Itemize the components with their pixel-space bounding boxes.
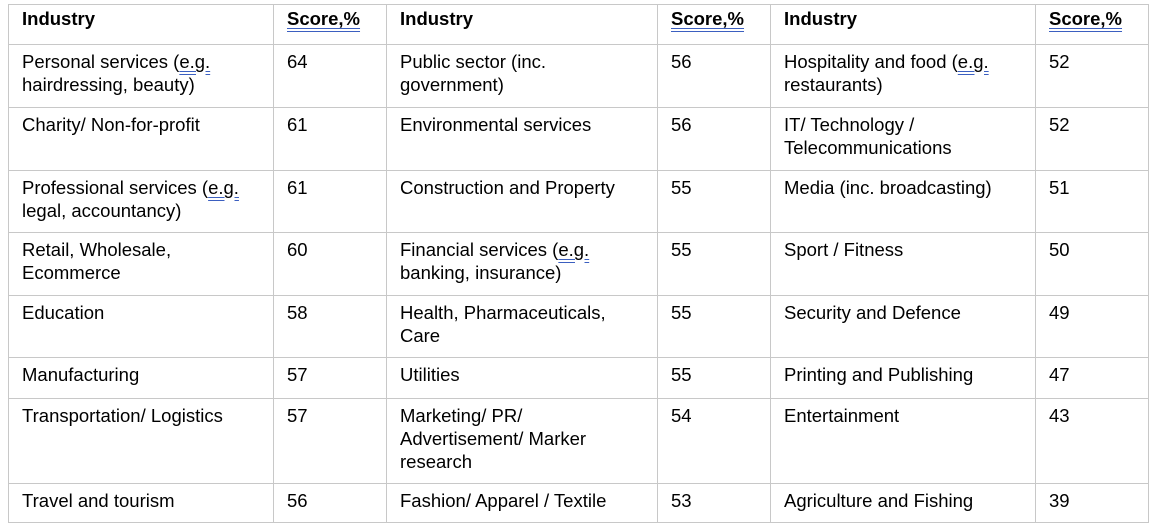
industry-text-pre: Marketing/ PR/ Advertisement/ Marker res… bbox=[400, 405, 587, 472]
score-cell: 55 bbox=[657, 357, 771, 399]
industry-cell: Transportation/ Logistics bbox=[8, 398, 274, 484]
score-cell: 56 bbox=[657, 44, 771, 108]
industry-text-post: banking, insurance) bbox=[400, 262, 562, 283]
industry-text-pre: Entertainment bbox=[784, 405, 900, 426]
industry-cell: Construction and Property bbox=[386, 170, 658, 233]
score-cell: 50 bbox=[1035, 232, 1149, 296]
industry-cell: Financial services (e.g. banking, insura… bbox=[386, 232, 658, 296]
score-cell: 43 bbox=[1035, 398, 1149, 484]
table-row: Manufacturing 57 Utilities 55 Printing and P… bbox=[8, 357, 1149, 399]
industry-cell: Public sector (inc. government) bbox=[386, 44, 658, 108]
industry-text-pre: Security and Defence bbox=[784, 302, 961, 323]
industry-text-pre: Media (inc. broadcasting) bbox=[784, 177, 992, 198]
industry-text-post: hairdressing, beauty) bbox=[22, 74, 195, 95]
industry-cell: Professional services (e.g. legal, accou… bbox=[8, 170, 274, 233]
industry-text-pre: Printing and Publishing bbox=[784, 364, 974, 385]
table-row: Travel and tourism 56 Fashion/ Apparel / T… bbox=[8, 483, 1149, 523]
industry-text-sp: e.g. bbox=[957, 51, 989, 72]
header-industry: Industry bbox=[8, 4, 274, 45]
industry-text-pre: Charity/ Non-for-profit bbox=[22, 114, 200, 135]
header-industry: Industry bbox=[386, 4, 658, 45]
score-cell: 64 bbox=[273, 44, 387, 108]
industry-cell: Entertainment bbox=[770, 398, 1036, 484]
table-row: Transportation/ Logistics 57 Marketing/ PR… bbox=[8, 398, 1149, 484]
industry-cell: Agriculture and Fishing bbox=[770, 483, 1036, 523]
industry-text-pre: Sport / Fitness bbox=[784, 239, 904, 260]
score-cell: 47 bbox=[1035, 357, 1149, 399]
score-cell: 60 bbox=[273, 232, 387, 296]
industry-text-sp: e.g. bbox=[558, 239, 590, 260]
header-industry: Industry bbox=[770, 4, 1036, 45]
score-cell: 51 bbox=[1035, 170, 1149, 233]
industry-text-pre: Retail, Wholesale, Ecommerce bbox=[22, 239, 172, 283]
header-score: Score,% bbox=[657, 4, 771, 45]
score-cell: 52 bbox=[1035, 44, 1149, 108]
score-cell: 55 bbox=[657, 232, 771, 296]
industry-text-pre: Utilities bbox=[400, 364, 460, 385]
industry-cell: Retail, Wholesale, Ecommerce bbox=[8, 232, 274, 296]
header-row: Industry Score,% Industry Score,% Indust… bbox=[8, 4, 1149, 45]
score-cell: 61 bbox=[273, 170, 387, 233]
industry-text-pre: Financial services ( bbox=[400, 239, 559, 260]
industry-cell: Printing and Publishing bbox=[770, 357, 1036, 399]
score-cell: 61 bbox=[273, 107, 387, 171]
industry-text-pre: Construction and Property bbox=[400, 177, 615, 198]
industry-text-sp: e.g. bbox=[179, 51, 211, 72]
industry-text-post: legal, accountancy) bbox=[22, 200, 182, 221]
industry-cell: Health, Pharmaceuticals, Care bbox=[386, 295, 658, 358]
industry-cell: Personal services (e.g. hairdressing, be… bbox=[8, 44, 274, 108]
industry-text-pre: Fashion/ Apparel / Textile bbox=[400, 490, 607, 511]
industry-cell: Environmental services bbox=[386, 107, 658, 171]
industry-text-pre: Agriculture and Fishing bbox=[784, 490, 974, 511]
industry-score-table: Industry Score,% Industry Score,% Indust… bbox=[8, 4, 1149, 523]
score-cell: 39 bbox=[1035, 483, 1149, 523]
industry-text-pre: IT/ Technology / Telecommunications bbox=[784, 114, 952, 158]
table-row: Charity/ Non-for-profit 61 Environmental s… bbox=[8, 107, 1149, 171]
industry-text-post: restaurants) bbox=[784, 74, 883, 95]
score-cell: 57 bbox=[273, 398, 387, 484]
industry-text-pre: Environmental services bbox=[400, 114, 592, 135]
industry-text-pre: Education bbox=[22, 302, 105, 323]
score-cell: 57 bbox=[273, 357, 387, 399]
score-cell: 58 bbox=[273, 295, 387, 358]
industry-cell: Sport / Fitness bbox=[770, 232, 1036, 296]
table-row: Personal services (e.g. hairdressing, be… bbox=[8, 44, 1149, 108]
industry-text-pre: Health, Pharmaceuticals, Care bbox=[400, 302, 606, 346]
industry-cell: Manufacturing bbox=[8, 357, 274, 399]
header-score: Score,% bbox=[273, 4, 387, 45]
industry-cell: Travel and tourism bbox=[8, 483, 274, 523]
industry-text-sp: e.g. bbox=[208, 177, 239, 198]
industry-cell: Marketing/ PR/ Advertisement/ Marker res… bbox=[386, 398, 658, 484]
score-cell: 56 bbox=[273, 483, 387, 523]
industry-text-pre: Personal services ( bbox=[22, 51, 180, 72]
industry-cell: Fashion/ Apparel / Textile bbox=[386, 483, 658, 523]
industry-cell: Media (inc. broadcasting) bbox=[770, 170, 1036, 233]
industry-text-pre: Hospitality and food ( bbox=[784, 51, 958, 72]
industry-cell: Charity/ Non-for-profit bbox=[8, 107, 274, 171]
industry-cell: Utilities bbox=[386, 357, 658, 399]
industry-text-pre: Manufacturing bbox=[22, 364, 140, 385]
industry-text-pre: Public sector (inc. government) bbox=[400, 51, 546, 95]
score-cell: 55 bbox=[657, 170, 771, 233]
score-cell: 55 bbox=[657, 295, 771, 358]
score-cell: 56 bbox=[657, 107, 771, 171]
industry-text-pre: Travel and tourism bbox=[22, 490, 175, 511]
industry-cell: Hospitality and food (e.g. restaurants) bbox=[770, 44, 1036, 108]
industry-cell: Education bbox=[8, 295, 274, 358]
industry-text-pre: Professional services ( bbox=[22, 177, 209, 198]
score-cell: 54 bbox=[657, 398, 771, 484]
industry-cell: IT/ Technology / Telecommunications bbox=[770, 107, 1036, 171]
score-cell: 49 bbox=[1035, 295, 1149, 358]
industry-text-pre: Transportation/ Logistics bbox=[22, 405, 223, 426]
header-score: Score,% bbox=[1035, 4, 1149, 45]
table-row: Professional services (e.g. legal, accou… bbox=[8, 170, 1149, 233]
table-row: Retail, Wholesale, Ecommerce 60 Financial … bbox=[8, 232, 1149, 296]
industry-cell: Security and Defence bbox=[770, 295, 1036, 358]
score-cell: 53 bbox=[657, 483, 771, 523]
score-cell: 52 bbox=[1035, 107, 1149, 171]
table-row: Education 58 Health, Pharmaceuticals, Care… bbox=[8, 295, 1149, 358]
